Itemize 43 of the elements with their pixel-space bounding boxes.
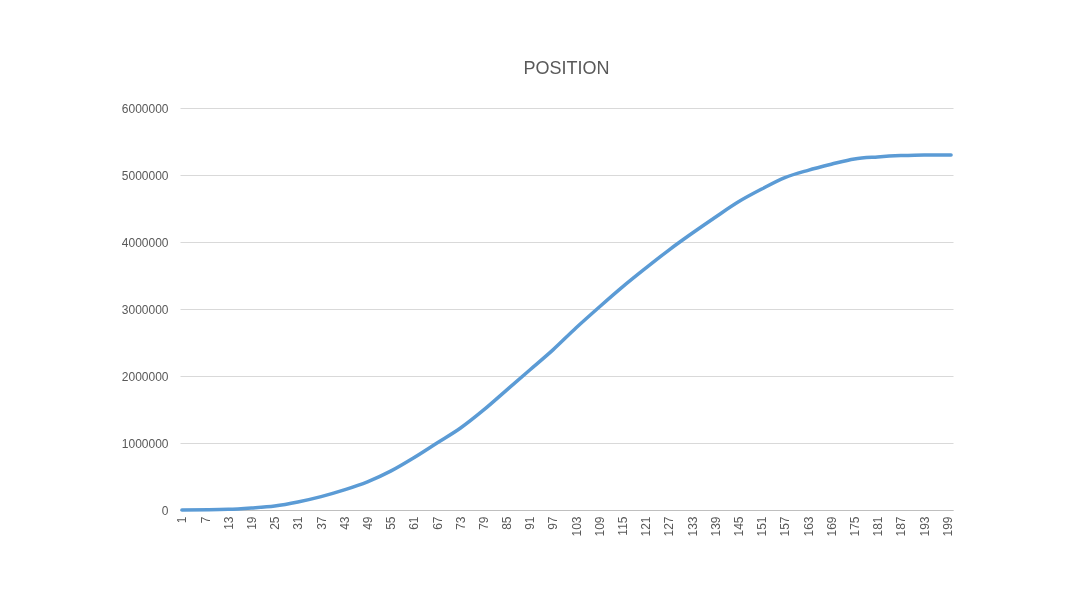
- x-tick-label: 157: [778, 516, 793, 537]
- x-tick-label: 49: [360, 516, 375, 530]
- x-tick-label: 91: [523, 516, 538, 530]
- x-tick-label: 79: [476, 516, 491, 530]
- x-tick-label: 199: [940, 516, 955, 537]
- x-tick-label: 175: [847, 516, 862, 537]
- x-tick-label: 139: [708, 516, 723, 537]
- x-tick-label: 43: [337, 516, 352, 530]
- line-series: [180, 153, 953, 512]
- x-tick-label: 73: [453, 516, 468, 530]
- x-tick-label: 97: [546, 516, 561, 530]
- y-tick-label: 2000000: [121, 369, 169, 384]
- x-tick-label: 55: [384, 516, 399, 530]
- x-tick-label: 67: [430, 516, 445, 530]
- x-tick-label: 19: [245, 516, 259, 530]
- x-tick-label: 37: [314, 516, 329, 530]
- x-tick-label: 109: [592, 516, 607, 537]
- y-tick-label: 0: [161, 503, 169, 518]
- x-tick-label: 13: [221, 516, 236, 530]
- x-tick-label: 145: [731, 516, 746, 537]
- x-tick-label: 61: [407, 516, 422, 530]
- x-tick-label: 187: [894, 516, 909, 537]
- x-tick-label: 25: [268, 516, 283, 530]
- x-tick-label: 7: [198, 516, 213, 524]
- y-tick-label: 5000000: [121, 168, 169, 183]
- y-tick-label: 3000000: [121, 302, 169, 317]
- x-tick-label: 181: [871, 516, 886, 537]
- x-tick-label: 127: [662, 516, 677, 537]
- x-tick-label: 31: [291, 516, 306, 530]
- chart-title: POSITION: [523, 58, 610, 78]
- x-tick-label: 169: [824, 516, 839, 537]
- x-tick-label: 1: [175, 516, 190, 524]
- x-tick-label: 103: [569, 516, 584, 537]
- x-tick-label: 121: [639, 516, 654, 537]
- y-tick-label: 6000000: [121, 101, 169, 116]
- x-tick-label: 133: [685, 516, 700, 537]
- x-tick-label: 163: [801, 516, 816, 537]
- y-tick-label: 4000000: [121, 235, 169, 250]
- y-tick-label: 1000000: [121, 436, 169, 451]
- x-tick-label: 193: [917, 516, 932, 537]
- x-tick-label: 115: [616, 516, 631, 536]
- x-tick-label: 151: [755, 516, 770, 537]
- x-tick-label: 85: [500, 516, 515, 530]
